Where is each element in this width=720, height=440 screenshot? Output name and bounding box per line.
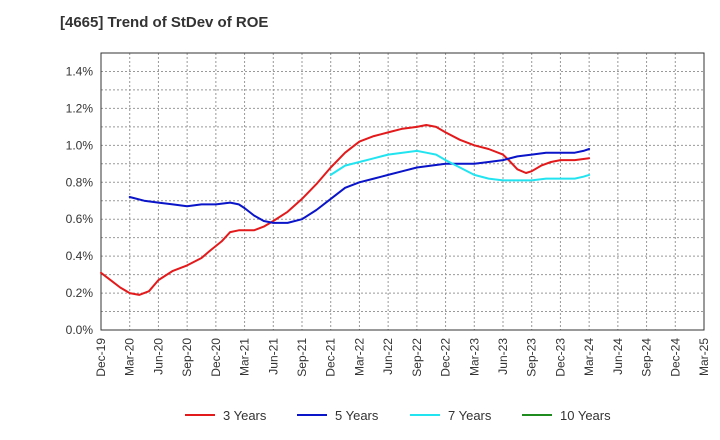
plot-frame	[100, 52, 705, 331]
y-tick-label: 1.4%	[66, 64, 94, 78]
x-tick-label: Jun-22	[381, 338, 395, 375]
y-tick-label: 0.8%	[66, 175, 94, 189]
x-tick-label: Sep-24	[640, 338, 654, 377]
x-tick-label: Mar-20	[123, 338, 137, 376]
y-tick-label: 1.0%	[66, 138, 94, 152]
x-tick-label: Dec-21	[324, 338, 338, 377]
x-tick-label: Dec-20	[209, 338, 223, 377]
axes	[100, 52, 705, 331]
x-tick-label: Jun-23	[496, 338, 510, 375]
grid-lines	[100, 52, 705, 331]
x-tick-label: Mar-25	[697, 338, 711, 376]
y-tick-label: 1.2%	[66, 101, 94, 115]
y-tick-label: 0.6%	[66, 212, 94, 226]
x-tick-label: Mar-23	[467, 338, 481, 376]
x-tick-label: Mar-22	[352, 338, 366, 376]
x-tick-label: Sep-22	[410, 338, 424, 377]
x-tick-label: Dec-19	[94, 338, 108, 377]
legend-label: 3 Years	[223, 408, 267, 423]
legend-label: 10 Years	[560, 408, 611, 423]
chart-title: [4665] Trend of StDev of ROE	[60, 14, 268, 31]
x-tick-label: Dec-22	[439, 338, 453, 377]
legend-label: 7 Years	[448, 408, 492, 423]
series-line-5-years	[128, 148, 591, 224]
y-tick-label: 0.0%	[66, 323, 94, 337]
x-tick-labels: Dec-19 Mar-20 Jun-20 Sep-20 Dec-20 Mar-21 Jun-…	[94, 338, 711, 377]
x-tick-label: Sep-20	[180, 338, 194, 377]
x-tick-label: Dec-23	[553, 338, 567, 377]
x-tick-label: Mar-21	[238, 338, 252, 376]
x-tick-label: Jun-21	[266, 338, 280, 375]
x-tick-label: Mar-24	[582, 338, 596, 376]
series-lines	[100, 124, 591, 296]
y-tick-label: 0.2%	[66, 286, 94, 300]
legend: 3 Years 5 Years 7 Years 10 Years	[185, 408, 611, 423]
legend-label: 5 Years	[335, 408, 379, 423]
x-tick-label: Sep-21	[295, 338, 309, 377]
series-line-3-years	[100, 124, 591, 296]
series-line-7-years	[329, 149, 591, 182]
y-tick-label: 0.4%	[66, 249, 94, 263]
x-tick-label: Jun-24	[611, 338, 625, 375]
y-tick-labels: 0.0% 0.2% 0.4% 0.6% 0.8% 1.0% 1.2% 1.4%	[66, 64, 94, 337]
x-tick-label: Sep-23	[525, 338, 539, 377]
x-tick-label: Dec-24	[668, 338, 682, 377]
x-tick-label: Jun-20	[151, 338, 165, 375]
